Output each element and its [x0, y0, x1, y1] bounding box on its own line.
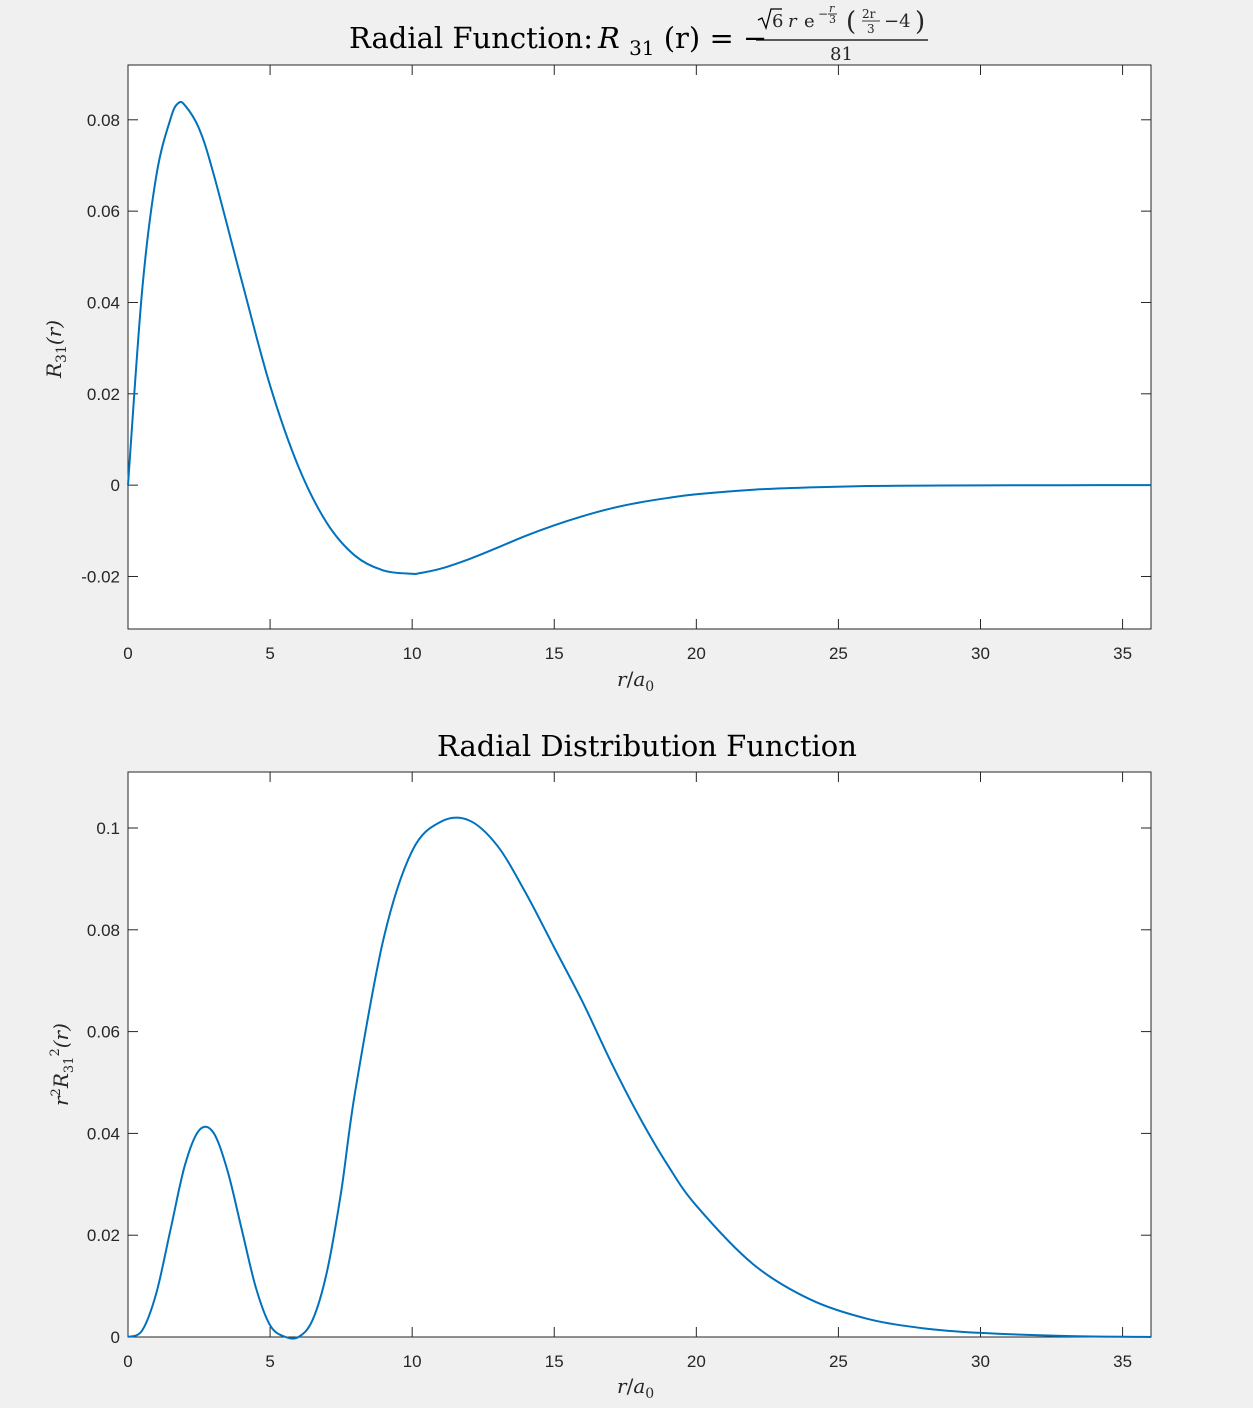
y-tick-label: 0.06 [87, 1023, 120, 1042]
y-tick-label: 0 [111, 1328, 120, 1347]
x-tick-label: 5 [265, 1352, 274, 1371]
x-tick-label: 0 [123, 1352, 132, 1371]
series-line [127, 816, 1152, 1340]
y-axis-label: r2R312(r) [48, 1023, 77, 1106]
x-tick-label: 25 [829, 644, 848, 663]
title-fraction: 6 r e − r 3 ( 2r 3 −4 ) 81 [756, 2, 928, 65]
title-num-e: e [804, 11, 815, 32]
x-tick-label: 35 [1113, 1352, 1132, 1371]
x-tick-label: 20 [687, 644, 706, 663]
y-tick-label: 0 [111, 476, 120, 495]
y-tick-label: 0.02 [87, 1226, 120, 1245]
y-tick-labels: -0.02 0 0.02 0.04 0.06 0.08 [81, 111, 120, 587]
title-inner-rest: −4 [884, 11, 911, 32]
title-inner-den: 3 [867, 22, 875, 36]
y-tick-label: 0.08 [87, 111, 120, 130]
x-tick-labels: 0 5 10 15 20 25 30 35 [123, 1352, 1132, 1371]
title-exp-minus: − [818, 7, 828, 21]
y-tick-label: 0.06 [87, 202, 120, 221]
y-tick-label: 0.04 [87, 293, 120, 312]
title-paren-left: ( [846, 7, 856, 37]
x-tick-label: 20 [687, 1352, 706, 1371]
title-exp-r: r [829, 2, 835, 15]
y-tick-labels: 0 0.02 0.04 0.06 0.08 0.1 [87, 819, 120, 1347]
radial-function-plot: Radial Function: R 31 (r) = − 6 r e − r … [42, 2, 1152, 695]
x-tick-label: 25 [829, 1352, 848, 1371]
x-axis-label: r/a0 [617, 1374, 654, 1402]
series-line [127, 100, 1152, 576]
x-tick-label: 15 [545, 1352, 564, 1371]
y-tick-label: 0.02 [87, 385, 120, 404]
title-paren-right: ) [915, 7, 925, 37]
y-tick-label: -0.02 [81, 567, 120, 586]
title-inner-num: 2r [862, 7, 876, 21]
x-tick-label: 5 [265, 644, 274, 663]
axes-box [127, 771, 1152, 1338]
x-tick-label: 30 [971, 644, 990, 663]
title-sqrt-radicand: 6 [772, 11, 783, 32]
axes-box [127, 64, 1152, 630]
x-tick-label: 10 [403, 644, 422, 663]
x-tick-label: 0 [123, 644, 132, 663]
title-denominator: 81 [830, 44, 853, 65]
x-tick-label: 15 [545, 644, 564, 663]
x-tick-label: 10 [403, 1352, 422, 1371]
x-tick-labels: 0 5 10 15 20 25 30 35 [123, 644, 1132, 663]
title-num-r: r [788, 11, 798, 32]
x-tick-label: 30 [971, 1352, 990, 1371]
title-exp-den: 3 [829, 13, 836, 26]
chart-title: Radial Distribution Function [437, 729, 857, 763]
tick-marks [127, 65, 1151, 629]
y-tick-label: 0.04 [87, 1124, 120, 1143]
y-axis-label: R31(r) [42, 320, 70, 379]
chart-title: Radial Function: R 31 (r) = − [349, 21, 767, 62]
radial-distribution-plot: Radial Distribution Function 0 0.02 0.04 0.… [48, 729, 1152, 1402]
y-tick-label: 0.08 [87, 921, 120, 940]
x-tick-label: 35 [1113, 644, 1132, 663]
sqrt-sign-icon [757, 8, 782, 31]
y-tick-label: 0.1 [96, 819, 120, 838]
x-axis-label: r/a0 [617, 667, 654, 695]
